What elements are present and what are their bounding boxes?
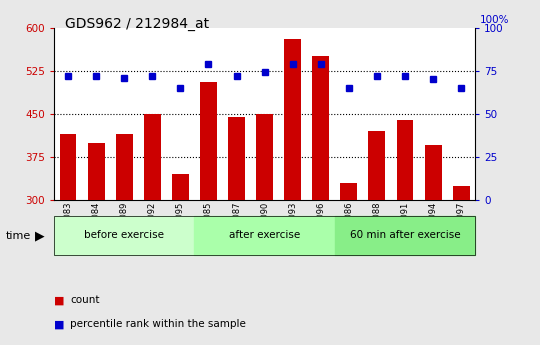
Bar xyxy=(424,146,442,200)
Bar xyxy=(256,114,273,200)
Text: ■: ■ xyxy=(54,295,64,305)
Bar xyxy=(368,131,386,200)
Bar xyxy=(396,120,414,200)
Bar xyxy=(59,134,77,200)
Text: GDS962 / 212984_at: GDS962 / 212984_at xyxy=(65,17,209,31)
Text: percentile rank within the sample: percentile rank within the sample xyxy=(70,319,246,329)
Bar xyxy=(200,82,217,200)
Bar xyxy=(54,216,194,255)
Text: count: count xyxy=(70,295,100,305)
Bar xyxy=(144,114,161,200)
Text: ■: ■ xyxy=(54,319,64,329)
Text: after exercise: after exercise xyxy=(229,230,300,240)
Bar xyxy=(172,174,189,200)
Bar xyxy=(312,56,329,200)
Bar xyxy=(116,134,133,200)
Bar xyxy=(340,183,357,200)
Bar xyxy=(228,117,245,200)
Bar xyxy=(453,186,470,200)
Bar xyxy=(335,216,475,255)
Bar xyxy=(284,39,301,200)
Text: 60 min after exercise: 60 min after exercise xyxy=(350,230,460,240)
Bar xyxy=(87,142,105,200)
Text: before exercise: before exercise xyxy=(84,230,164,240)
Text: time: time xyxy=(5,231,31,241)
Text: 100%: 100% xyxy=(480,15,509,25)
Text: ▶: ▶ xyxy=(35,230,45,243)
Bar xyxy=(194,216,335,255)
